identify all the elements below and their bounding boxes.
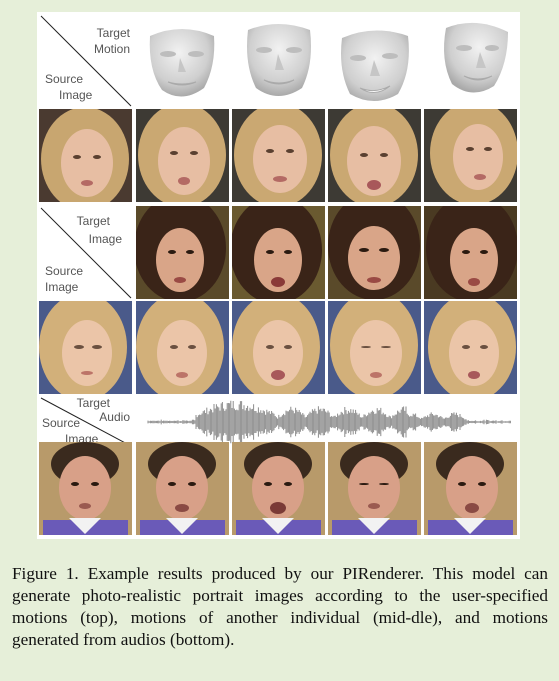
mesh-face-1 xyxy=(136,14,229,107)
row2-source-label-2: Image xyxy=(45,280,79,294)
mesh-face-2 xyxy=(232,14,325,107)
row1-source-label-1: Source xyxy=(45,72,84,86)
row2-result-4 xyxy=(424,301,517,394)
row2-target-image-4 xyxy=(424,206,517,299)
row2-result-2 xyxy=(232,301,325,394)
row1-source-label-2: Image xyxy=(59,88,93,102)
mesh-face-3 xyxy=(328,14,421,107)
row2-result-3 xyxy=(328,301,421,394)
row2-header: Target Image Source Image xyxy=(39,206,132,299)
diagonal-divider xyxy=(40,397,132,447)
row3-target-label-1: Target xyxy=(76,396,110,410)
figure-caption: Figure 1. Example results produced by ou… xyxy=(12,563,548,651)
row1-result-2 xyxy=(232,109,325,202)
row1-result-3 xyxy=(328,109,421,202)
waveform-path xyxy=(147,400,511,444)
caption-text: Example results produced by our PIRender… xyxy=(12,564,549,649)
row3-result-4 xyxy=(424,442,517,535)
audio-waveform xyxy=(136,396,517,448)
row2-target-label-1: Target xyxy=(76,214,110,228)
row3-source-image xyxy=(39,442,132,535)
row3-header: Target Audio Source Image xyxy=(39,396,132,448)
row3-target-label-2: Audio xyxy=(99,410,130,424)
row1-source-image xyxy=(39,109,132,202)
diagonal-divider xyxy=(40,207,132,299)
row1-target-label-1: Target xyxy=(96,26,130,40)
row2-target-image-2 xyxy=(232,206,325,299)
row2-target-label-2: Image xyxy=(88,232,122,246)
caption-label: Figure 1. xyxy=(12,564,79,583)
mesh-face-4 xyxy=(424,14,517,107)
row3-result-3 xyxy=(328,442,421,535)
row1-result-4 xyxy=(424,109,517,202)
row3-source-label-1: Source xyxy=(42,416,81,430)
diagonal-divider xyxy=(40,15,132,107)
row3-result-2 xyxy=(232,442,325,535)
row2-source-image xyxy=(39,301,132,394)
row1-result-1 xyxy=(136,109,229,202)
row1-target-label-2: Motion xyxy=(93,42,130,56)
row1-header: Target Motion Source Image xyxy=(39,14,132,107)
row2-result-1 xyxy=(136,301,229,394)
row2-target-image-3 xyxy=(328,206,421,299)
row2-source-label-1: Source xyxy=(45,264,84,278)
figure-panel: Target Motion Source Image xyxy=(37,12,520,539)
row2-target-image-1 xyxy=(136,206,229,299)
row3-result-1 xyxy=(136,442,229,535)
